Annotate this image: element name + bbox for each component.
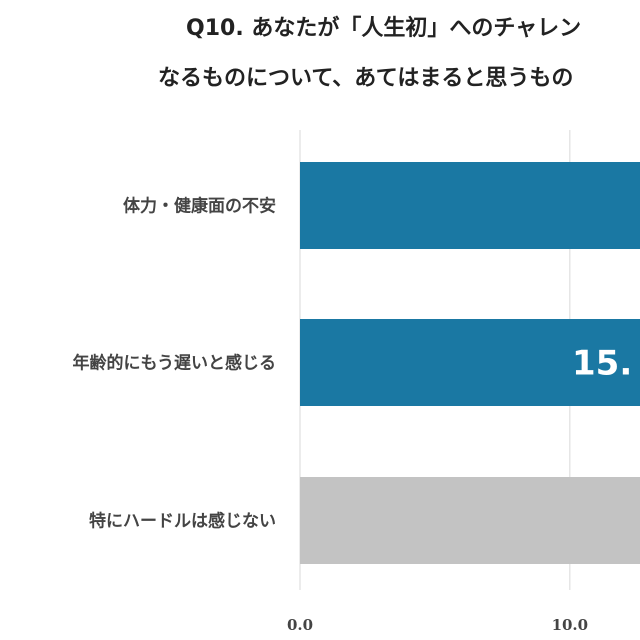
bar-1 <box>300 319 640 406</box>
category-label-0: 体力・健康面の不安 <box>123 196 276 217</box>
category-label-2: 特にハードルは感じない <box>89 511 276 532</box>
x-tick-label-0: 0.0 <box>287 616 313 634</box>
category-label-1: 年齢的にもう遅いと感じる <box>73 353 277 374</box>
chart-title: Q10. あなたが「人生初」へのチャレン <box>186 16 582 41</box>
data-labels: 15. <box>572 344 632 384</box>
bars <box>300 162 640 564</box>
chart-subtitle: なるものについて、あてはまると思うもの <box>158 66 574 91</box>
x-axis-ticks: 0.0 10.0 <box>287 616 588 634</box>
data-label-1: 15. <box>572 344 632 384</box>
x-tick-label-1: 10.0 <box>552 616 589 634</box>
bar-0 <box>300 162 640 249</box>
bar-2 <box>300 477 640 564</box>
